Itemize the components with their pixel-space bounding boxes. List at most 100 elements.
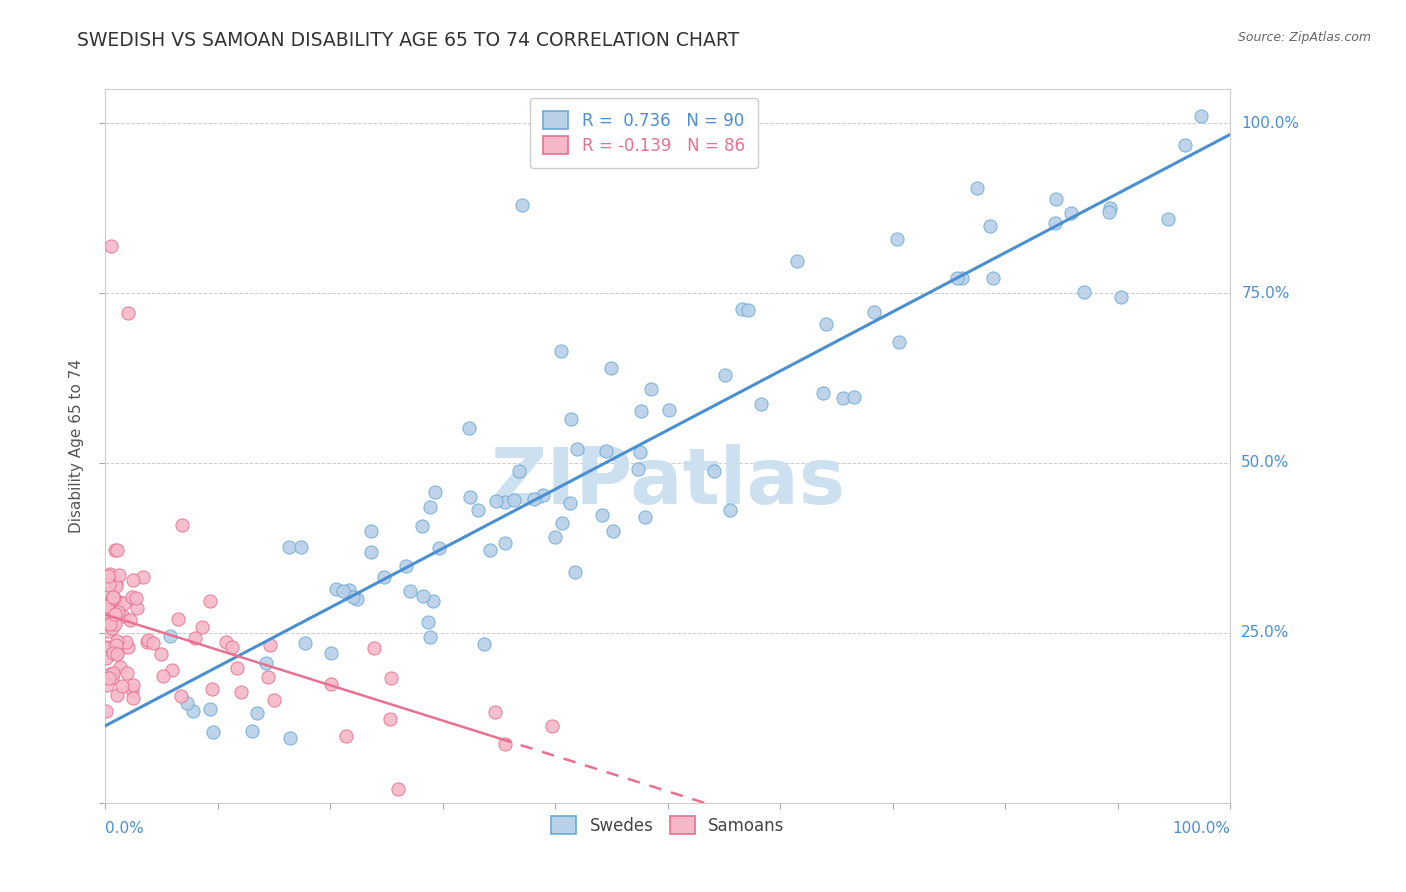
Point xyxy=(132,570,155,584)
Point xyxy=(419,500,441,515)
Point xyxy=(121,683,143,698)
Point xyxy=(1059,205,1081,219)
Point xyxy=(159,629,181,643)
Point xyxy=(190,620,212,634)
Point xyxy=(1073,285,1095,299)
Text: 100.0%: 100.0% xyxy=(1241,116,1299,131)
Point xyxy=(550,344,572,359)
Point xyxy=(107,605,129,619)
Point xyxy=(467,502,489,516)
Point xyxy=(125,591,148,606)
Point xyxy=(380,671,402,685)
Point xyxy=(731,301,754,316)
Point xyxy=(599,361,621,376)
Point xyxy=(96,678,118,692)
Point xyxy=(117,640,139,655)
Text: 50.0%: 50.0% xyxy=(1241,456,1289,470)
Point xyxy=(112,609,135,624)
Point xyxy=(121,573,143,587)
Point xyxy=(98,567,121,582)
Point xyxy=(510,198,533,212)
Point xyxy=(832,391,855,405)
Point xyxy=(104,578,127,592)
Point xyxy=(749,397,772,411)
Point xyxy=(551,516,574,530)
Point xyxy=(342,590,364,604)
Point xyxy=(633,510,655,524)
Point xyxy=(360,545,382,559)
Point xyxy=(136,633,159,648)
Point xyxy=(494,495,516,509)
Point xyxy=(811,386,834,401)
Point xyxy=(387,782,409,797)
Point xyxy=(863,305,886,319)
Point xyxy=(981,270,1004,285)
Point xyxy=(98,578,121,592)
Point xyxy=(658,403,681,417)
Point xyxy=(1045,193,1067,207)
Point xyxy=(842,390,865,404)
Point xyxy=(1043,216,1066,230)
Point xyxy=(120,613,142,627)
Point xyxy=(97,586,120,600)
Point xyxy=(531,488,554,502)
Point xyxy=(105,647,128,661)
Point xyxy=(121,590,143,604)
Point xyxy=(97,568,120,582)
Point xyxy=(419,630,441,644)
Point xyxy=(560,411,582,425)
Point xyxy=(321,677,343,691)
Point xyxy=(96,604,118,618)
Point xyxy=(457,421,479,435)
Point xyxy=(484,705,506,719)
Point xyxy=(628,445,651,459)
Point xyxy=(319,646,342,660)
Point xyxy=(564,566,586,580)
Point xyxy=(105,646,128,660)
Point xyxy=(373,570,395,584)
Point xyxy=(108,660,131,674)
Point xyxy=(591,508,613,523)
Text: ZIPatlas: ZIPatlas xyxy=(491,443,845,520)
Point xyxy=(966,181,988,195)
Point xyxy=(485,494,508,508)
Point xyxy=(541,719,564,733)
Point xyxy=(111,679,134,693)
Point xyxy=(202,724,225,739)
Point xyxy=(176,696,198,710)
Point xyxy=(226,661,249,675)
Point xyxy=(240,723,263,738)
Point xyxy=(508,464,530,478)
Point xyxy=(167,612,190,626)
Point xyxy=(1099,202,1122,216)
Point xyxy=(886,232,908,246)
Point xyxy=(332,583,354,598)
Point xyxy=(122,678,145,692)
Point xyxy=(945,271,967,285)
Point xyxy=(103,666,125,681)
Point xyxy=(105,542,128,557)
Point xyxy=(104,607,127,622)
Point xyxy=(950,271,973,285)
Point xyxy=(422,593,444,607)
Point xyxy=(117,306,139,320)
Text: 25.0%: 25.0% xyxy=(1241,625,1289,640)
Point xyxy=(152,669,174,683)
Point xyxy=(198,593,221,607)
Point xyxy=(425,484,447,499)
Point xyxy=(104,542,127,557)
Point xyxy=(97,612,120,626)
Point xyxy=(478,542,501,557)
Point xyxy=(103,591,125,606)
Point xyxy=(979,219,1001,234)
Point xyxy=(294,636,316,650)
Y-axis label: Disability Age 65 to 74: Disability Age 65 to 74 xyxy=(69,359,84,533)
Point xyxy=(114,635,136,649)
Point xyxy=(100,238,122,252)
Point xyxy=(427,541,450,555)
Point xyxy=(94,603,117,617)
Point xyxy=(254,656,277,670)
Point xyxy=(503,493,526,508)
Point xyxy=(290,540,312,554)
Point xyxy=(214,635,236,649)
